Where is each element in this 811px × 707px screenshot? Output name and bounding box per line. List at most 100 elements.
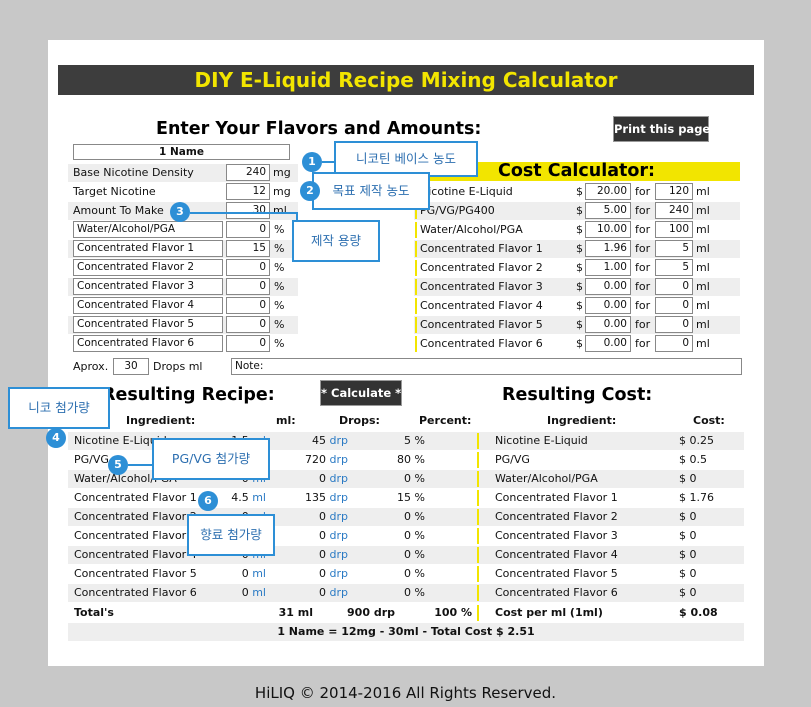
base-nicotine-input[interactable]: 240 <box>226 164 270 181</box>
recipe-percent-cell: 0 % <box>404 567 425 580</box>
flavor-percent-input[interactable]: 0 <box>226 221 270 238</box>
drops-suffix: Drops ml <box>153 360 203 373</box>
recipe-cost-divider <box>477 528 479 544</box>
cost-calc-qty-input[interactable]: 0 <box>655 297 693 314</box>
cost-calc-price-input[interactable]: 5.00 <box>585 202 631 219</box>
cost-calc-divider <box>415 298 417 314</box>
cost-value: $ 0 <box>679 586 697 599</box>
flavor-name-input[interactable]: Concentrated Flavor 2 <box>73 259 223 276</box>
recipe-drops-value: 720 <box>305 453 326 466</box>
print-button[interactable]: Print this page <box>613 116 710 142</box>
recipe-percent-unit: % <box>414 453 425 466</box>
cost-calc-for-label: for <box>635 242 651 255</box>
amount-input[interactable]: 30 <box>226 202 270 219</box>
cost-calc-divider <box>415 317 417 333</box>
recipe-cost-divider <box>477 585 479 601</box>
cost-calc-qty-input[interactable]: 240 <box>655 202 693 219</box>
recipe-percent-unit: % <box>414 586 425 599</box>
cost-calc-price-input[interactable]: 0.00 <box>585 297 631 314</box>
note-input[interactable]: Note: <box>231 358 742 375</box>
annotation-leader-3b <box>296 212 298 222</box>
cost-value: $ 0.5 <box>679 453 707 466</box>
recipe-drops-unit: drp <box>329 472 349 485</box>
cost-ingredient: Nicotine E-Liquid <box>495 434 588 447</box>
cost-calc-currency: $ <box>576 280 583 293</box>
cost-total-label: Cost per ml (1ml) <box>495 606 603 619</box>
flavor-percent-input[interactable]: 15 <box>226 240 270 257</box>
cost-calc-qty-input[interactable]: 100 <box>655 221 693 238</box>
recipe-ingredient: Concentrated Flavor 6 <box>74 586 197 599</box>
cost-calc-unit: ml <box>696 204 710 217</box>
flavor-percent-input[interactable]: 0 <box>226 259 270 276</box>
annotation-callout-2: 목표 제작 농도 <box>312 172 430 210</box>
cost-calc-qty-input[interactable]: 120 <box>655 183 693 200</box>
annotation-callout-5: PG/VG 첨가량 <box>152 438 270 480</box>
cost-calc-ingredient: Concentrated Flavor 6 <box>420 337 543 350</box>
recipe-drops-cell: 0 drp <box>319 567 348 580</box>
flavor-name-input[interactable]: Concentrated Flavor 1 <box>73 240 223 257</box>
recipe-ingredient: Water/Alcohol/PGA <box>74 472 177 485</box>
recipe-name-input[interactable]: 1 Name <box>73 144 290 160</box>
cost-calc-price-input[interactable]: 20.00 <box>585 183 631 200</box>
cost-calc-price-input[interactable]: 1.96 <box>585 240 631 257</box>
recipe-percent-value: 5 <box>404 434 412 447</box>
totals-percent: 100 % <box>434 606 472 619</box>
recipe-drops-cell: 0 drp <box>319 510 348 523</box>
cost-calc-divider <box>415 222 417 238</box>
cost-calc-qty-input[interactable]: 0 <box>655 335 693 352</box>
cost-calc-unit: ml <box>696 223 710 236</box>
recipe-drops-value: 45 <box>312 434 326 447</box>
recipe-ml-value: 0 <box>241 586 249 599</box>
drops-per-ml-input[interactable]: 30 <box>113 358 149 375</box>
cost-ingredient: PG/VG <box>495 453 530 466</box>
annotation-callout-6: 향료 첨가량 <box>187 514 275 556</box>
flavor-percent-input[interactable]: 0 <box>226 297 270 314</box>
cost-calc-qty-input[interactable]: 5 <box>655 259 693 276</box>
recipe-row <box>68 584 744 602</box>
cost-calc-qty-input[interactable]: 5 <box>655 240 693 257</box>
cost-ingredient: Concentrated Flavor 2 <box>495 510 618 523</box>
flavor-name-input[interactable]: Concentrated Flavor 6 <box>73 335 223 352</box>
recipe-ml-value: 0 <box>241 567 249 580</box>
resulting-recipe-heading: Resulting Recipe: <box>102 385 275 405</box>
recipe-drops-value: 0 <box>319 548 326 561</box>
recipe-percent-cell: 0 % <box>404 529 425 542</box>
target-nicotine-input[interactable]: 12 <box>226 183 270 200</box>
drops-prefix: Aprox. <box>73 360 109 373</box>
flavor-name-input[interactable]: Concentrated Flavor 3 <box>73 278 223 295</box>
flavor-name-input[interactable]: Concentrated Flavor 5 <box>73 316 223 333</box>
flavor-percent-unit: % <box>274 337 285 350</box>
recipe-drops-cell: 0 drp <box>319 586 348 599</box>
recipe-cost-divider <box>477 509 479 525</box>
cost-calc-qty-input[interactable]: 0 <box>655 278 693 295</box>
flavor-percent-input[interactable]: 0 <box>226 335 270 352</box>
cost-calc-price-input[interactable]: 0.00 <box>585 335 631 352</box>
cost-calc-currency: $ <box>576 204 583 217</box>
cost-calc-price-input[interactable]: 0.00 <box>585 278 631 295</box>
cost-calculator-header-bar: Cost Calculator: <box>414 161 740 181</box>
flavor-percent-input[interactable]: 0 <box>226 316 270 333</box>
flavor-percent-unit: % <box>274 242 285 255</box>
recipe-percent-value: 0 <box>404 548 412 561</box>
cost-value: $ 0 <box>679 529 697 542</box>
cost-calc-for-label: for <box>635 318 651 331</box>
cost-value: $ 0 <box>679 567 697 580</box>
annotation-marker-6: 6 <box>198 491 218 511</box>
calculate-button[interactable]: * Calculate * <box>320 380 402 406</box>
cost-calc-price-input[interactable]: 10.00 <box>585 221 631 238</box>
totals-divider <box>477 605 479 621</box>
cost-header: Cost: <box>693 414 725 427</box>
recipe-percent-value: 0 <box>404 472 412 485</box>
flavor-name-input[interactable]: Concentrated Flavor 4 <box>73 297 223 314</box>
cost-calc-price-input[interactable]: 1.00 <box>585 259 631 276</box>
cost-calc-ingredient: Concentrated Flavor 3 <box>420 280 543 293</box>
recipe-ml-header: ml: <box>276 414 296 427</box>
flavor-name-input[interactable]: Water/Alcohol/PGA <box>73 221 223 238</box>
cost-calc-price-input[interactable]: 0.00 <box>585 316 631 333</box>
recipe-drops-unit: drp <box>329 510 349 523</box>
recipe-drops-cell: 0 drp <box>319 548 348 561</box>
cost-calc-qty-input[interactable]: 0 <box>655 316 693 333</box>
flavor-percent-input[interactable]: 0 <box>226 278 270 295</box>
recipe-ml-value: 4.5 <box>231 491 249 504</box>
recipe-drops-value: 0 <box>319 529 326 542</box>
